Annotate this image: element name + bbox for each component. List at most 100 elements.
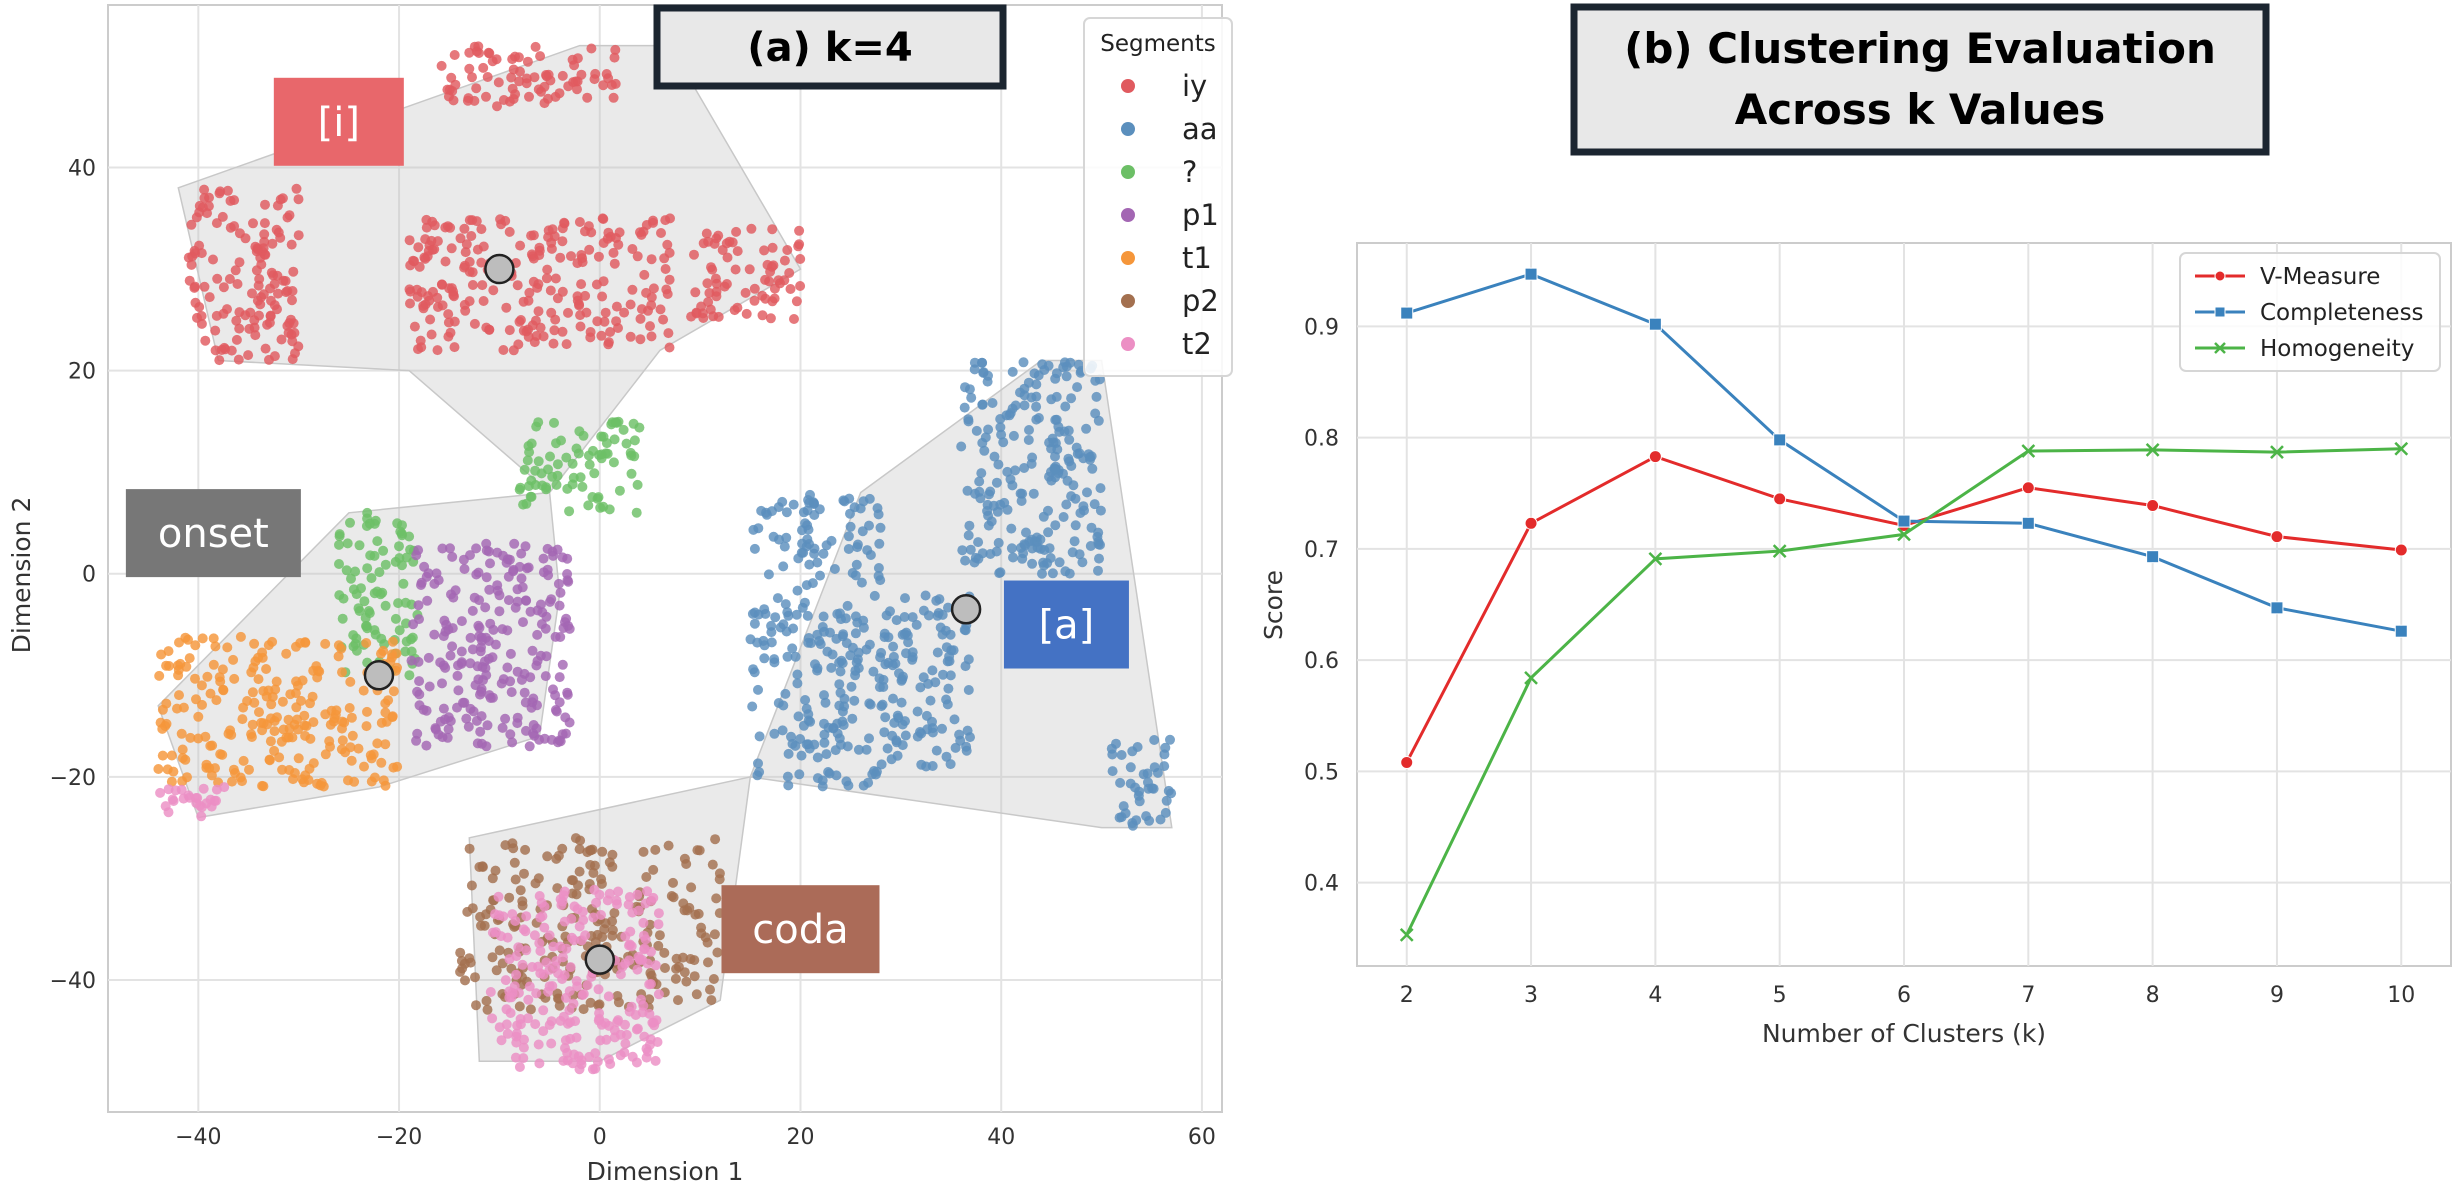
data-point-iy bbox=[619, 307, 630, 318]
data-point-p1 bbox=[492, 547, 503, 558]
series-point-homogeneity bbox=[2145, 443, 2160, 457]
data-point-p1 bbox=[520, 541, 531, 552]
data-point-t1 bbox=[210, 641, 221, 652]
data-point-t1 bbox=[261, 691, 272, 702]
data-point-aa bbox=[1070, 520, 1081, 531]
data-point-aa bbox=[830, 745, 841, 756]
data-point-t2 bbox=[196, 811, 207, 822]
data-point-t1 bbox=[246, 729, 257, 740]
data-point-t2 bbox=[568, 998, 579, 1009]
series-point-homogeneity bbox=[2394, 441, 2409, 456]
legend-label: aa bbox=[1182, 112, 1218, 146]
data-point-iy bbox=[482, 72, 493, 82]
data-point-iy bbox=[597, 213, 608, 224]
data-point-t2 bbox=[539, 922, 550, 933]
data-point-p2 bbox=[654, 930, 665, 941]
series-point-v-measure bbox=[1648, 450, 1662, 464]
data-point-aa bbox=[867, 769, 878, 780]
series-point-homogeneity bbox=[1648, 552, 1663, 566]
data-point-aa bbox=[852, 617, 863, 628]
data-point-q bbox=[380, 600, 391, 611]
data-point-p1 bbox=[497, 722, 508, 733]
legend-marker-homogeneity bbox=[2214, 342, 2226, 354]
data-point-p2 bbox=[570, 833, 581, 844]
data-point-iy bbox=[446, 72, 457, 83]
data-point-iy bbox=[498, 345, 509, 355]
data-point-aa bbox=[835, 666, 846, 677]
data-point-q bbox=[628, 418, 639, 429]
data-point-aa bbox=[998, 437, 1009, 448]
panel-b-y-tick-label: 0.7 bbox=[1304, 538, 1339, 563]
data-point-iy bbox=[542, 264, 553, 275]
data-point-p1 bbox=[458, 554, 469, 565]
data-point-q bbox=[583, 450, 594, 461]
data-point-p1 bbox=[541, 611, 552, 622]
data-point-iy bbox=[524, 287, 535, 298]
panel-a-x-axis-label: Dimension 1 bbox=[587, 1157, 744, 1186]
data-point-aa bbox=[856, 577, 867, 588]
legend-marker-t2 bbox=[1121, 337, 1135, 351]
data-point-t2 bbox=[650, 1055, 661, 1066]
data-point-t2 bbox=[538, 1026, 549, 1037]
data-point-iy bbox=[293, 194, 304, 205]
data-point-p1 bbox=[539, 733, 550, 744]
data-point-t2 bbox=[538, 1005, 549, 1016]
data-point-aa bbox=[915, 682, 926, 693]
data-point-iy bbox=[557, 326, 568, 337]
data-point-t1 bbox=[345, 676, 356, 687]
data-point-aa bbox=[865, 699, 876, 710]
data-point-q bbox=[392, 518, 403, 529]
data-point-t1 bbox=[296, 695, 306, 706]
data-point-t2 bbox=[511, 1037, 522, 1048]
data-point-aa bbox=[1051, 368, 1062, 379]
data-point-t2 bbox=[620, 958, 631, 969]
panel-b-y-tick-label: 0.4 bbox=[1304, 872, 1339, 897]
data-point-iy bbox=[478, 296, 489, 306]
data-point-q bbox=[575, 472, 586, 483]
data-point-t2 bbox=[548, 941, 559, 952]
data-point-aa bbox=[783, 780, 794, 791]
data-point-p1 bbox=[562, 569, 573, 579]
data-point-aa bbox=[774, 534, 784, 545]
data-point-aa bbox=[788, 499, 799, 510]
data-point-t2 bbox=[631, 1024, 642, 1035]
data-point-t1 bbox=[353, 743, 364, 754]
data-point-p2 bbox=[551, 853, 562, 864]
data-point-t1 bbox=[214, 672, 225, 683]
series-point-homogeneity-stroke bbox=[1399, 927, 1414, 942]
data-point-t1 bbox=[313, 665, 323, 676]
data-point-t1 bbox=[305, 733, 316, 744]
data-point-p1 bbox=[467, 605, 478, 616]
data-point-aa bbox=[772, 593, 783, 604]
data-point-t2 bbox=[518, 1042, 529, 1053]
data-point-aa bbox=[934, 594, 945, 605]
data-point-aa bbox=[842, 600, 853, 611]
data-point-iy bbox=[215, 186, 226, 197]
data-point-iy bbox=[204, 292, 215, 303]
data-point-t2 bbox=[620, 1019, 630, 1030]
data-point-aa bbox=[979, 445, 990, 456]
series-point-completeness bbox=[1897, 514, 1911, 528]
data-point-iy bbox=[218, 282, 229, 293]
data-point-p2 bbox=[557, 843, 568, 854]
cluster-centroid bbox=[584, 944, 616, 975]
data-point-iy bbox=[405, 298, 415, 309]
data-point-t2 bbox=[558, 1055, 569, 1066]
data-point-iy bbox=[189, 245, 200, 256]
data-point-iy bbox=[467, 72, 477, 83]
data-point-iy bbox=[189, 282, 200, 293]
data-point-aa bbox=[950, 742, 961, 753]
panel-a-y-tick-label: −20 bbox=[50, 766, 96, 791]
data-point-p2 bbox=[487, 873, 498, 884]
data-point-aa bbox=[817, 781, 828, 792]
data-point-p2 bbox=[679, 905, 690, 916]
data-point-q bbox=[361, 621, 371, 631]
data-point-p1 bbox=[494, 606, 505, 617]
data-point-iy bbox=[701, 228, 712, 239]
series-point-completeness bbox=[1648, 317, 1662, 331]
data-point-t1 bbox=[208, 659, 219, 670]
data-point-t2 bbox=[513, 942, 524, 953]
data-point-t2 bbox=[582, 980, 593, 991]
data-point-aa bbox=[969, 557, 980, 568]
data-point-iy bbox=[211, 218, 222, 229]
